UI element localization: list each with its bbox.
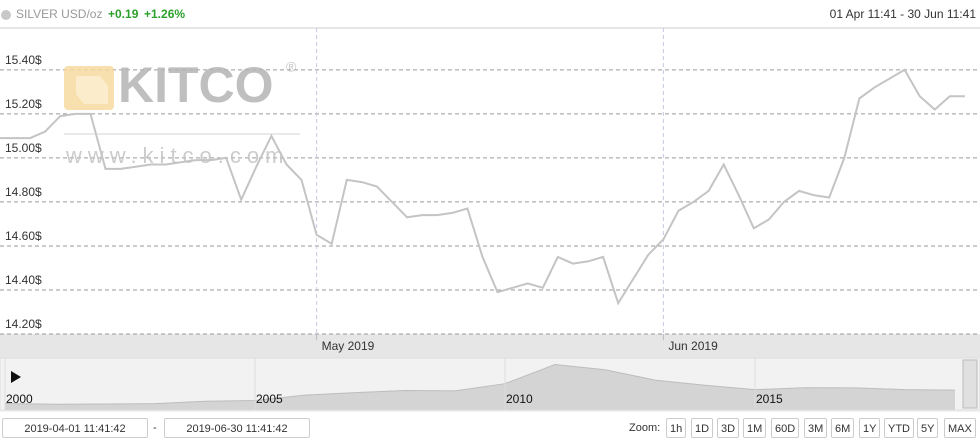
zoom-button[interactable]: 5Y	[917, 418, 939, 438]
logo-bar	[76, 76, 108, 104]
zoom-button[interactable]: 6M	[831, 418, 855, 438]
zoom-button[interactable]: 1M	[743, 418, 767, 438]
zoom-button[interactable]: MAX	[944, 418, 976, 438]
x-axis-band	[0, 334, 980, 358]
change: +0.19	[108, 7, 139, 21]
y-tick-label: 14.80$	[5, 185, 42, 199]
navigator-fill	[5, 364, 955, 410]
zoom-button[interactable]: 3D	[717, 418, 740, 438]
navigator-tick-label: 2000	[6, 392, 33, 406]
y-tick-label: 15.40$	[5, 53, 42, 67]
play-button[interactable]	[11, 371, 21, 383]
navigator-tick-label: 2015	[756, 392, 783, 406]
y-tick-label: 14.60$	[5, 229, 42, 243]
watermark-mark: ®	[286, 59, 297, 75]
price-line	[0, 68, 965, 306]
symbol: SILVER USD/oz	[16, 7, 102, 21]
navigator-tick-label: 2005	[256, 392, 283, 406]
to-input[interactable]: 2019-06-30 11:41:42	[164, 418, 310, 438]
change-pct: +1.26%	[144, 7, 185, 21]
x-tick-label: May 2019	[322, 339, 375, 353]
zoom-button[interactable]: 60D	[771, 418, 800, 438]
y-tick-label: 14.40$	[5, 273, 42, 287]
navigator-tick-label: 2010	[506, 392, 533, 406]
y-tick-label: 15.00$	[5, 141, 42, 155]
navigator-area	[4, 363, 956, 405]
x-tick-label: Jun 2019	[668, 339, 718, 353]
zoom-button[interactable]: 1h	[666, 418, 687, 438]
separator: -	[153, 422, 157, 434]
zoom-button[interactable]: 3M	[804, 418, 828, 438]
zoom-label: Zoom:	[629, 422, 661, 434]
navigator-handle[interactable]	[962, 359, 978, 409]
date-range: 01 Apr 11:41 - 30 Jun 11:41	[830, 7, 977, 21]
watermark-url: www.kitco.com	[65, 143, 289, 168]
y-tick-label: 15.20$	[5, 97, 42, 111]
y-tick-label: 14.20$	[5, 317, 42, 331]
range-selector: 2019-04-01 11:41:42 - 2019-06-30 11:41:4…	[0, 412, 980, 440]
series-dot	[1, 10, 11, 20]
from-input[interactable]: 2019-04-01 11:41:42	[2, 418, 148, 438]
chart: SILVER USD/oz +0.19 +1.26% 01 Apr 11:41 …	[0, 7, 980, 412]
zoom-button[interactable]: 1Y	[859, 418, 881, 438]
watermark-brand: KITCO	[118, 57, 274, 113]
zoom-button[interactable]: YTD	[884, 418, 914, 438]
watermark: KITCO ® www.kitco.com	[64, 57, 300, 168]
zoom-button[interactable]: 1D	[691, 418, 714, 438]
